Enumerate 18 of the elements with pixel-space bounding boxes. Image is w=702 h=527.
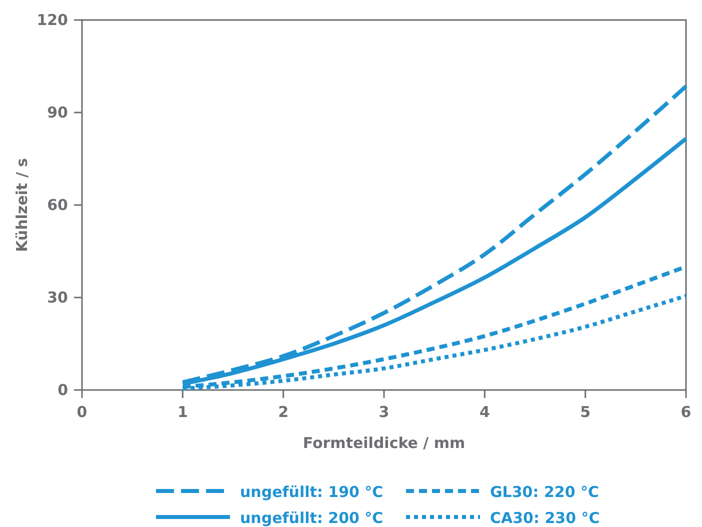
x-axis-title: Formteildicke / mm <box>302 434 466 452</box>
legend-label: ungefüllt: 190 °C <box>240 483 384 501</box>
x-tick-label: 4 <box>479 403 490 421</box>
y-tick-label: 30 <box>47 288 68 306</box>
y-axis-title: Kühlzeit / s <box>13 158 31 252</box>
x-tick-label: 5 <box>580 403 591 421</box>
legend-label: CA30: 230 °C <box>490 509 600 527</box>
x-tick-label: 2 <box>278 403 289 421</box>
x-tick-label: 1 <box>177 403 188 421</box>
x-tick-label: 6 <box>680 403 692 421</box>
x-tick-label: 0 <box>76 403 88 421</box>
y-tick-label: 90 <box>47 104 68 122</box>
legend-label: GL30: 220 °C <box>490 483 600 501</box>
legend-label: ungefüllt: 200 °C <box>240 509 384 527</box>
x-tick-label: 3 <box>378 403 390 421</box>
y-tick-label: 120 <box>36 11 68 29</box>
y-tick-label: 0 <box>58 381 68 399</box>
y-tick-label: 60 <box>47 196 68 214</box>
